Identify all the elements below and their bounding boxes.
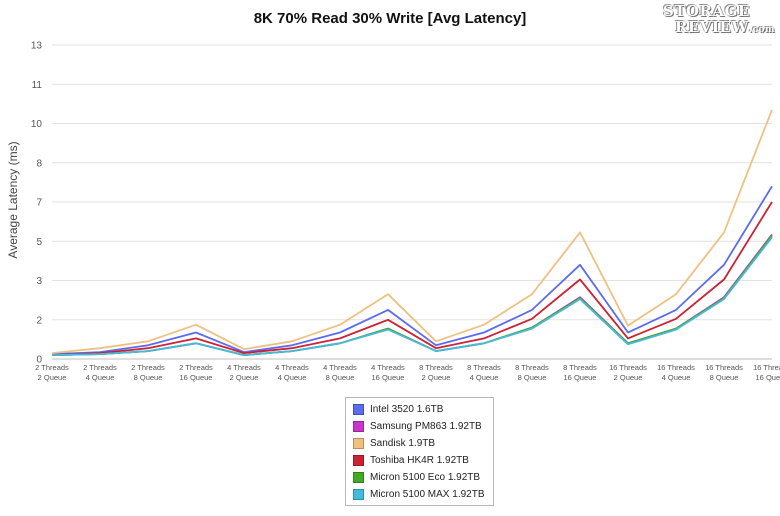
x-tick-label: 2 Queue	[422, 373, 451, 382]
x-tick-label: 4 Threads	[323, 363, 357, 372]
x-tick-label: 8 Queue	[326, 373, 355, 382]
legend-item[interactable]: Samsung PM863 1.92TB	[346, 418, 493, 435]
x-tick-label: 16 Threads	[753, 363, 780, 372]
x-tick-label: 8 Threads	[563, 363, 597, 372]
x-tick-label: 4 Threads	[371, 363, 405, 372]
y-tick-label: 0	[36, 355, 42, 366]
legend-swatch	[353, 489, 364, 500]
x-tick-label: 4 Queue	[662, 373, 691, 382]
legend-label: Sandisk 1.9TB	[370, 438, 436, 449]
x-tick-label: 4 Queue	[470, 373, 499, 382]
y-tick-label: 5	[36, 237, 42, 248]
x-tick-label: 4 Threads	[227, 363, 261, 372]
legend-item[interactable]: Sandisk 1.9TB	[346, 435, 493, 452]
series-line-3	[51, 109, 773, 354]
legend-label: Samsung PM863 1.92TB	[370, 421, 482, 432]
legend-swatch	[353, 421, 364, 432]
x-tick-label: 2 Queue	[38, 373, 67, 382]
x-tick-label: 16 Queue	[372, 373, 405, 382]
legend-item[interactable]: Intel 3520 1.6TB	[346, 401, 493, 418]
logo-word: REVIEW	[675, 18, 749, 36]
x-tick-label: 4 Queue	[86, 373, 115, 382]
legend-label: Toshiba HK4R 1.92TB	[370, 455, 469, 466]
legend-swatch	[353, 455, 364, 466]
legend-item[interactable]: Micron 5100 Eco 1.92TB	[346, 469, 493, 486]
y-axis-label: Average Latency (ms)	[6, 141, 20, 258]
x-tick-label: 2 Threads	[83, 363, 117, 372]
y-tick-label: 2	[36, 315, 42, 326]
x-tick-label: 2 Queue	[614, 373, 643, 382]
x-tick-label: 8 Threads	[419, 363, 453, 372]
legend-label: Micron 5100 MAX 1.92TB	[370, 489, 485, 500]
x-tick-label: 2 Queue	[230, 373, 259, 382]
storagereview-logo: STORAGE REVIEW.com	[661, 2, 775, 38]
x-tick-label: 16 Queue	[564, 373, 597, 382]
legend-label: Micron 5100 Eco 1.92TB	[370, 472, 481, 483]
y-tick-label: 8	[36, 158, 42, 169]
x-tick-label: 16 Threads	[657, 363, 695, 372]
legend-swatch	[353, 404, 364, 415]
x-tick-label: 2 Threads	[35, 363, 69, 372]
series-line-6	[51, 236, 773, 357]
gridlines	[52, 44, 772, 360]
x-tick-label: 16 Queue	[180, 373, 213, 382]
y-tick-label: 10	[31, 119, 43, 130]
series-lines	[51, 109, 773, 357]
x-tick-label: 2 Threads	[179, 363, 213, 372]
chart-title: 8K 70% Read 30% Write [Avg Latency]	[253, 10, 527, 27]
y-tick-label: 7	[36, 198, 42, 209]
y-tick-label: 13	[31, 41, 43, 52]
logo-suffix: .com	[748, 25, 775, 35]
x-tick-label: 8 Queue	[710, 373, 739, 382]
x-tick-label: 4 Threads	[275, 363, 309, 372]
x-tick-label: 8 Threads	[515, 363, 549, 372]
legend-item[interactable]: Micron 5100 MAX 1.92TB	[346, 486, 493, 503]
x-tick-label: 16 Threads	[609, 363, 647, 372]
x-tick-label: 2 Threads	[131, 363, 165, 372]
x-tick-label: 16 Queue	[756, 373, 780, 382]
x-tick-label: 8 Threads	[467, 363, 501, 372]
legend-swatch	[353, 438, 364, 449]
legend: Intel 3520 1.6TB Samsung PM863 1.92TB Sand…	[345, 397, 494, 506]
series-line-4	[51, 201, 773, 356]
series-line-1	[51, 185, 773, 355]
x-tick-label: 16 Threads	[705, 363, 743, 372]
y-tick-label: 3	[36, 276, 42, 287]
y-axis-ticks: 0 2 3 5 7 8 10 11 13	[31, 41, 43, 366]
x-tick-label: 4 Queue	[278, 373, 307, 382]
legend-label: Intel 3520 1.6TB	[370, 404, 444, 415]
legend-swatch	[353, 472, 364, 483]
y-tick-label: 11	[32, 80, 43, 91]
legend-item[interactable]: Toshiba HK4R 1.92TB	[346, 452, 493, 469]
logo-line-2: REVIEW.com	[675, 20, 775, 38]
x-tick-label: 8 Queue	[518, 373, 547, 382]
logo-line-1: STORAGE	[663, 2, 750, 20]
x-tick-label: 8 Queue	[134, 373, 163, 382]
